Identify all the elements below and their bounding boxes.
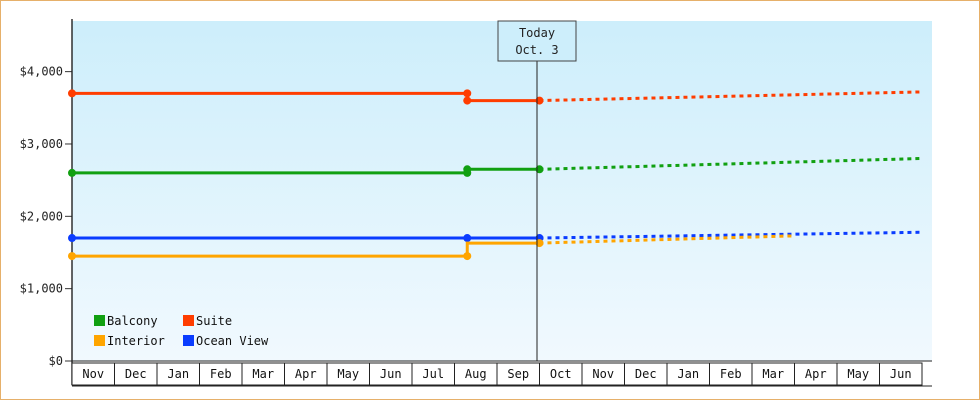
series-forecast-interior <box>539 234 795 245</box>
month-label: Nov <box>592 367 614 381</box>
legend-label-interior: Interior <box>107 334 165 348</box>
today-label: Today <box>519 26 555 40</box>
y-tick-label: $1,000 <box>20 282 63 296</box>
month-label: Jan <box>677 367 699 381</box>
data-point <box>68 252 76 261</box>
month-label: Mar <box>252 367 274 381</box>
month-label: Feb <box>720 367 742 381</box>
data-point <box>463 234 472 243</box>
legend-label-ocean-view: Ocean View <box>196 334 269 348</box>
month-label: Apr <box>805 367 827 381</box>
data-point <box>463 89 472 98</box>
month-label: Jan <box>167 367 189 381</box>
series-line-interior <box>72 241 540 258</box>
legend-swatch <box>183 315 194 326</box>
month-label: Nov <box>82 367 104 381</box>
month-label: Mar <box>762 367 784 381</box>
month-label: May <box>847 367 869 381</box>
month-label: Jun <box>890 367 912 381</box>
data-point <box>68 89 76 98</box>
legend-swatch <box>94 315 105 326</box>
month-label: Dec <box>635 367 657 381</box>
legend-swatch <box>183 335 194 346</box>
month-label: Aug <box>465 367 487 381</box>
month-label: Dec <box>125 367 147 381</box>
month-label: Jul <box>422 367 444 381</box>
data-point <box>463 165 472 174</box>
legend-label-balcony: Balcony <box>107 314 158 328</box>
today-date: Oct. 3 <box>515 43 558 57</box>
legend-swatch <box>94 335 105 346</box>
plot-background <box>72 21 932 361</box>
month-label: Oct <box>550 367 572 381</box>
data-point <box>463 96 472 105</box>
month-label: May <box>337 367 359 381</box>
month-label: Apr <box>295 367 317 381</box>
data-point <box>68 168 76 177</box>
y-tick-label: $3,000 <box>20 137 63 151</box>
y-tick-label: $4,000 <box>20 65 63 79</box>
legend-label-suite: Suite <box>196 314 232 328</box>
y-tick-label: $2,000 <box>20 209 63 223</box>
month-label: Jun <box>380 367 402 381</box>
month-label: Sep <box>507 367 529 381</box>
data-point <box>68 234 76 243</box>
month-label: Feb <box>210 367 232 381</box>
today-callout <box>497 20 577 62</box>
y-tick-label: $0 <box>49 354 63 368</box>
data-point <box>463 252 472 261</box>
